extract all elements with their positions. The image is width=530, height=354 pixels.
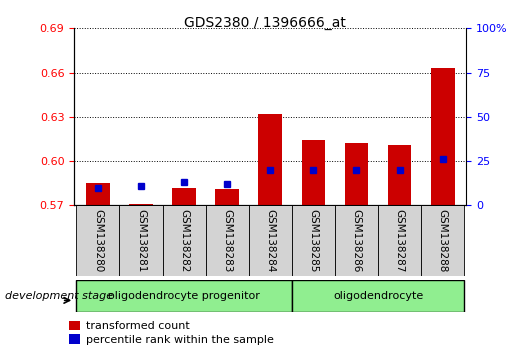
Text: GSM138286: GSM138286 <box>351 209 361 273</box>
Bar <box>292 205 335 276</box>
Bar <box>76 280 292 312</box>
Text: GSM138285: GSM138285 <box>308 209 319 273</box>
Text: development stage: development stage <box>5 291 113 301</box>
Bar <box>215 189 239 205</box>
Bar <box>259 114 282 205</box>
Bar <box>206 205 249 276</box>
Bar <box>249 205 292 276</box>
Legend: transformed count, percentile rank within the sample: transformed count, percentile rank withi… <box>69 321 273 345</box>
Text: GSM138283: GSM138283 <box>222 209 232 273</box>
Bar <box>163 205 206 276</box>
Text: GSM138284: GSM138284 <box>266 209 275 273</box>
Bar <box>431 68 455 205</box>
Bar <box>335 205 378 276</box>
Bar <box>421 205 464 276</box>
Bar <box>292 280 464 312</box>
Bar <box>388 145 411 205</box>
Text: GSM138282: GSM138282 <box>179 209 189 273</box>
Bar <box>378 205 421 276</box>
Bar <box>302 141 325 205</box>
Bar <box>119 205 163 276</box>
Text: GDS2380 / 1396666_at: GDS2380 / 1396666_at <box>184 16 346 30</box>
Bar <box>76 205 119 276</box>
Text: GSM138280: GSM138280 <box>93 209 103 272</box>
Text: oligodendrocyte: oligodendrocyte <box>333 291 423 301</box>
Bar <box>344 143 368 205</box>
Bar <box>172 188 196 205</box>
Bar <box>86 183 110 205</box>
Text: GSM138288: GSM138288 <box>438 209 448 273</box>
Text: GSM138281: GSM138281 <box>136 209 146 273</box>
Bar <box>129 204 153 205</box>
Text: oligodendrocyte progenitor: oligodendrocyte progenitor <box>108 291 260 301</box>
Text: GSM138287: GSM138287 <box>395 209 404 273</box>
